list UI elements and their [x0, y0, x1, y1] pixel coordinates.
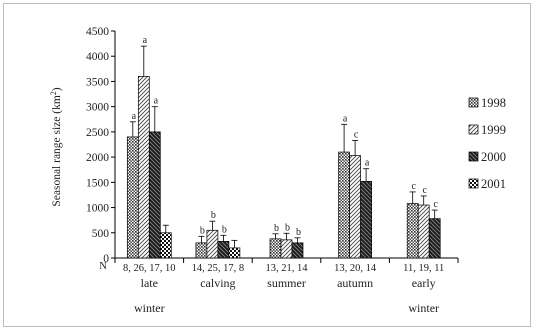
bar-1998	[269, 238, 282, 259]
significance-label: a	[154, 96, 159, 107]
legend-swatch-2001	[468, 178, 479, 189]
category-label: autumn	[337, 276, 373, 290]
legend: 1998 1999 2000 2001	[468, 96, 506, 191]
sample-size-label: 13, 20, 14	[334, 263, 377, 274]
legend-label-2001: 2001	[481, 177, 506, 191]
y-tick-label: 1500	[86, 177, 109, 189]
bar-2001	[228, 247, 241, 259]
axis-labels: 0 500 1000 1500 2000 2500 3000 3500 4000 4500 8, 2…	[86, 26, 444, 315]
sample-size-label: 8, 26, 17, 10	[123, 263, 176, 274]
y-axis-title-text: Seasonal range size (km	[51, 95, 63, 207]
significance-label: b	[211, 210, 216, 221]
svg-text:Seasonal range size (km2): Seasonal range size (km2)	[49, 87, 63, 206]
y-tick-label: 2000	[86, 152, 109, 164]
y-axis-title: Seasonal range size (km2)	[49, 87, 63, 206]
bar-2001	[159, 232, 172, 259]
bar-1998	[195, 242, 208, 259]
bar-1999	[280, 239, 293, 259]
y-tick-label: 3500	[86, 76, 109, 88]
legend-swatch-1998	[468, 97, 479, 108]
y-tick-label: 1000	[86, 203, 109, 215]
sample-size-label: 11, 19, 11	[403, 263, 444, 274]
bar-2000	[428, 218, 441, 259]
significance-label: a	[143, 35, 148, 46]
significance-label: b	[296, 227, 301, 238]
y-tick-label: 2500	[86, 127, 109, 139]
bar-1999	[349, 155, 361, 259]
significance-label: c	[411, 181, 416, 192]
significance-label: a	[343, 113, 348, 124]
y-tick-label: 500	[92, 228, 110, 240]
y-tick-label: 4500	[86, 26, 109, 38]
legend-swatch-2000	[468, 151, 479, 162]
sample-size-label: 14, 25, 17, 8	[192, 263, 245, 274]
bar-2000	[148, 131, 161, 259]
bar-2000	[360, 180, 372, 259]
y-axis-title-close: )	[51, 87, 63, 91]
category-label: summer	[267, 276, 306, 290]
sample-size-label: 13, 21, 14	[266, 263, 309, 274]
significance-label: b	[200, 225, 205, 236]
bar-2000	[217, 241, 230, 259]
significance-label: b	[274, 223, 279, 234]
bar-1998	[338, 151, 350, 259]
chart-frame	[3, 3, 531, 327]
significance-label: b	[285, 222, 290, 233]
bar-1999	[206, 229, 219, 259]
significance-label: b	[222, 224, 227, 235]
bar-1999	[417, 204, 430, 259]
y-axis-title-sup: 2	[49, 91, 58, 95]
bar-1998	[126, 136, 139, 259]
bar-1999	[137, 76, 150, 259]
category-label: calving	[200, 276, 235, 290]
significance-label: a	[132, 111, 137, 122]
category-label: winter	[408, 301, 439, 315]
significance-label: c	[422, 185, 427, 196]
category-label: late	[141, 276, 158, 290]
significance-label: a	[365, 158, 370, 169]
legend-label-1998: 1998	[481, 96, 506, 110]
category-label: winter	[134, 301, 165, 315]
bar-2000	[291, 242, 304, 259]
bar-1998	[406, 203, 419, 259]
legend-label-2000: 2000	[481, 150, 506, 164]
legend-label-1999: 1999	[481, 123, 506, 137]
significance-label: c	[354, 129, 359, 140]
n-label: N	[99, 261, 107, 272]
significance-label: c	[433, 199, 438, 210]
y-tick-label: 3000	[86, 102, 109, 114]
y-tick-label: 0	[103, 253, 109, 265]
category-label: early	[412, 276, 436, 290]
y-tick-label: 4000	[86, 51, 109, 63]
legend-swatch-1999	[468, 124, 479, 135]
